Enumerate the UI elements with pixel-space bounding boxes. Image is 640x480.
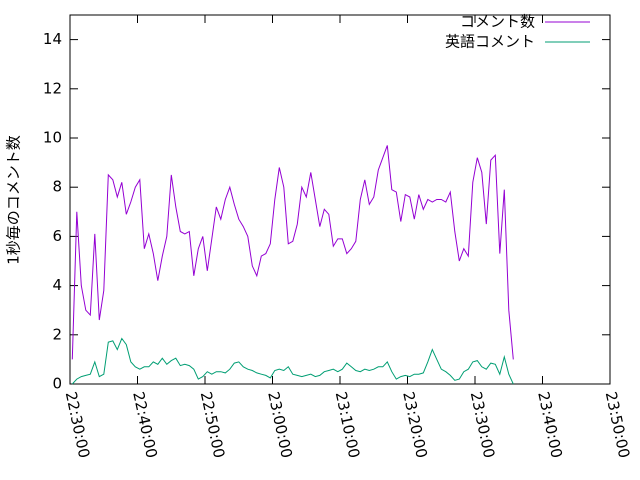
y-tick-label: 6 <box>52 227 62 245</box>
legend-label: コメント数 <box>460 13 535 31</box>
y-tick-label: 10 <box>43 129 62 147</box>
y-tick-label: 4 <box>52 276 62 294</box>
x-tick-label: 23:00:00 <box>264 390 296 460</box>
x-tick-label: 23:50:00 <box>602 390 634 460</box>
y-tick-label: 12 <box>43 79 62 97</box>
x-tick-label: 23:30:00 <box>467 390 499 460</box>
y-tick-label: 0 <box>52 375 62 393</box>
y-tick-label: 14 <box>43 30 62 48</box>
x-tick-label: 22:30:00 <box>62 390 94 460</box>
x-tick-label: 22:40:00 <box>129 390 161 460</box>
y-tick-label: 2 <box>52 325 62 343</box>
x-tick-label: 23:40:00 <box>534 390 566 460</box>
plot-border <box>69 14 611 385</box>
x-tick-label: 23:10:00 <box>332 390 364 460</box>
legend-label: 英語コメント <box>445 33 535 51</box>
x-tick-label: 23:20:00 <box>399 390 431 460</box>
y-tick-label: 8 <box>52 178 62 196</box>
series-line <box>71 145 514 360</box>
x-tick-label: 22:50:00 <box>197 390 229 460</box>
series-line <box>71 337 514 385</box>
y-axis-label: 1秒毎のコメント数 <box>5 135 23 265</box>
